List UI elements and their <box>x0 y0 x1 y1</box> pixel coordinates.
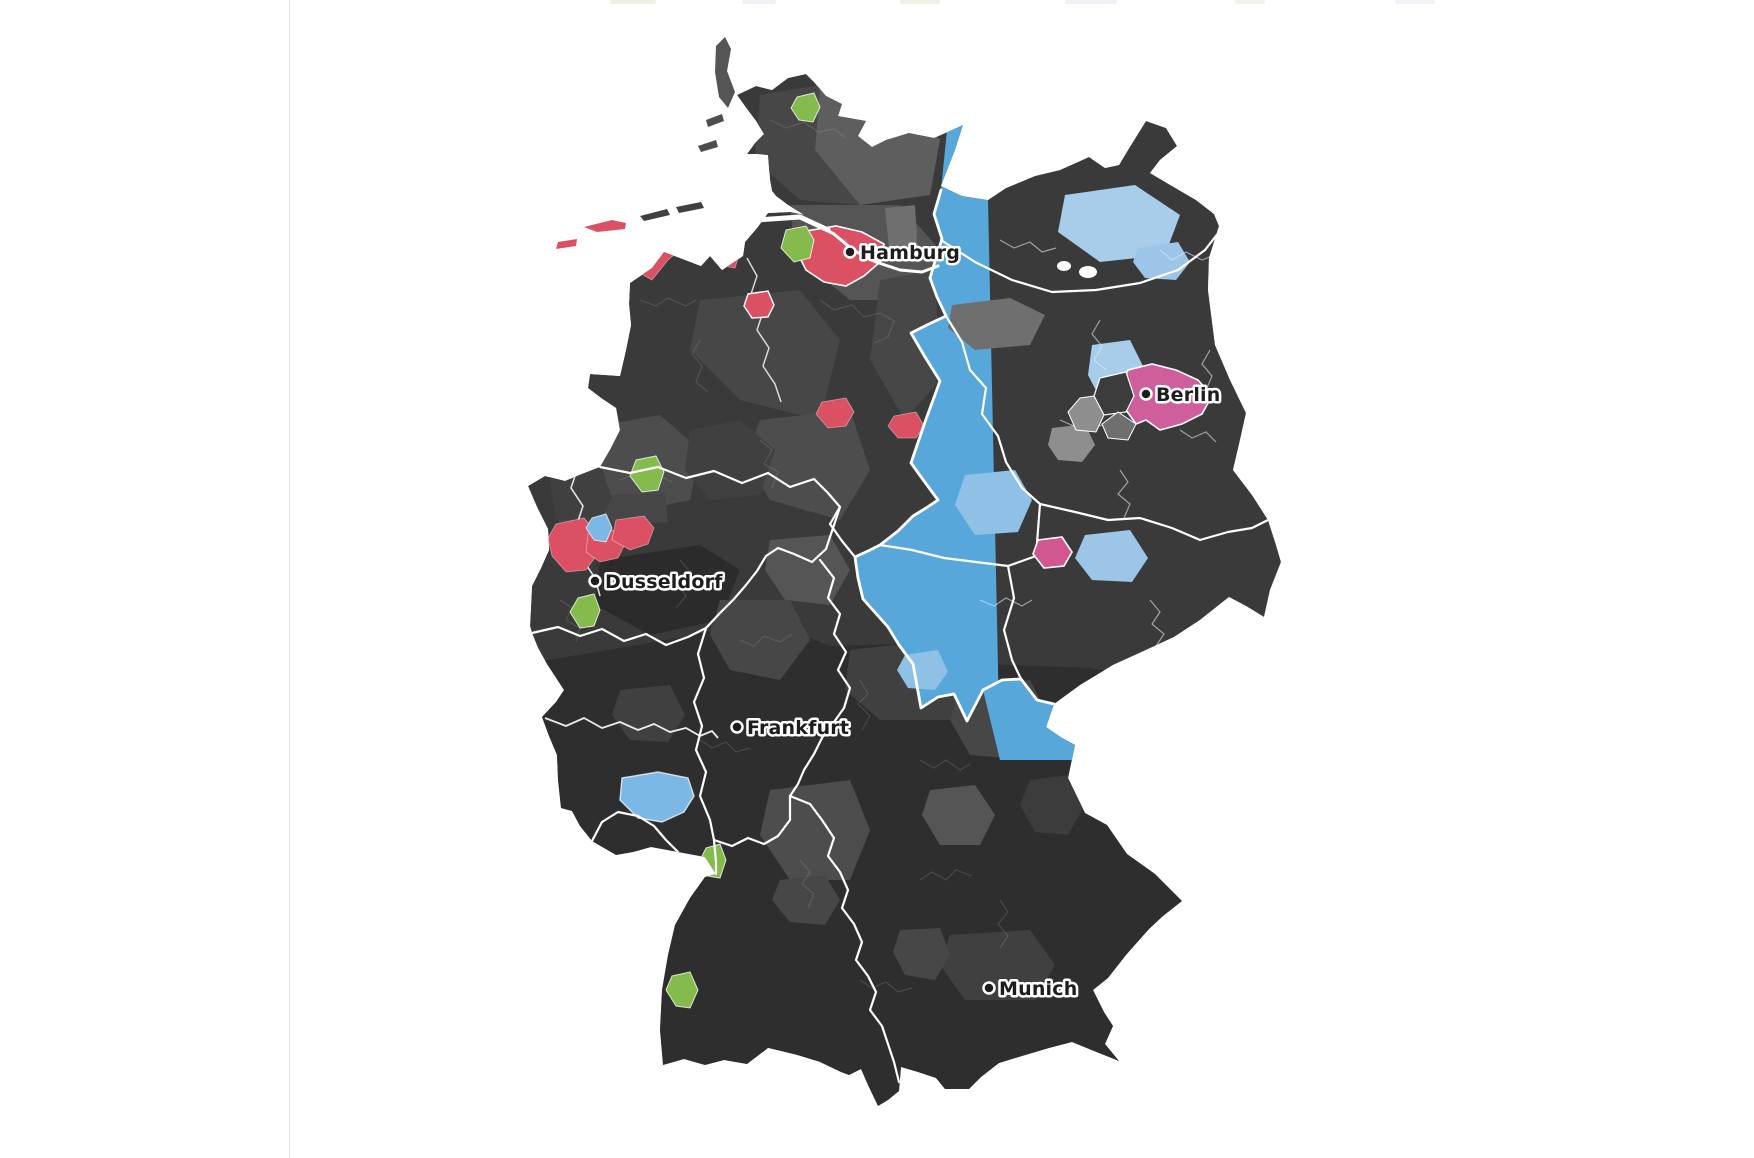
cropped-legend-fragment <box>1235 0 1265 4</box>
constituency-braunschweig <box>887 411 925 439</box>
cropped-legend-fragment <box>1065 0 1117 4</box>
island-red <box>584 220 626 232</box>
island <box>640 209 670 221</box>
constituency-hannover <box>815 397 855 429</box>
constituency-bremerhaven <box>717 235 741 269</box>
city-label-dusseldorf: Dusseldorf <box>605 571 723 593</box>
city-markers: Hamburg Berlin Dusseldorf Frankfurt Muni… <box>588 240 1223 1003</box>
island <box>706 114 724 127</box>
constituency-shade <box>595 545 740 635</box>
city-dot-dusseldorf <box>588 574 602 588</box>
column-divider <box>289 0 290 1158</box>
constituency-halle-pale <box>955 470 1032 535</box>
constituency-shade <box>745 410 870 520</box>
constituency-shade <box>893 928 950 980</box>
city-label-frankfurt: Frankfurt <box>747 717 849 739</box>
island-sylt <box>715 37 735 108</box>
constituency-shade <box>772 875 840 925</box>
island-red <box>556 239 577 249</box>
city-label-hamburg: Hamburg <box>860 242 960 264</box>
constituency-shade <box>755 85 860 205</box>
lake <box>1057 261 1071 271</box>
constituency-flensburg <box>790 92 821 123</box>
berlin-cluster <box>1067 363 1213 441</box>
cropped-legend-fragment <box>1395 0 1435 4</box>
constituency-leipzig-pink <box>1032 536 1073 569</box>
island <box>676 202 704 213</box>
constituency-dresden-pale <box>1075 530 1148 582</box>
city-label-munich: Munich <box>999 978 1077 1000</box>
constituency-shade <box>760 780 870 880</box>
constituency-ruhr-3 <box>611 515 655 551</box>
constituency-berlin-gray2 <box>1101 411 1137 441</box>
lake-constance <box>762 1048 820 1070</box>
constituency-muenster <box>629 455 665 493</box>
city-label-berlin: Berlin <box>1156 384 1221 406</box>
constituency-shade <box>870 270 940 420</box>
constituency-gelsenkirchen <box>585 513 613 543</box>
constituency-east-gray <box>1048 424 1095 462</box>
cropped-legend-fragment <box>900 0 940 4</box>
constituency-kaiserslautern <box>619 771 695 823</box>
cropped-legend-fragment <box>610 0 656 4</box>
city-dot-berlin <box>1139 387 1153 401</box>
city-dot-munich <box>982 981 996 995</box>
lake-mueritz <box>1079 266 1097 278</box>
constituency-bremen <box>743 290 775 319</box>
state-borders <box>530 188 1270 1084</box>
islands <box>556 37 735 249</box>
constituency-shade <box>922 785 995 845</box>
constituency-cologne <box>569 593 601 629</box>
cropped-legend-fragment <box>742 0 776 4</box>
green-constituencies <box>528 92 821 1009</box>
city-dot-frankfurt <box>730 720 744 734</box>
constituency-shade <box>710 600 810 680</box>
constituency-freiburg <box>665 971 699 1009</box>
constituency-shade <box>1020 775 1085 835</box>
constituency-hamburg-green <box>780 225 815 263</box>
constituency-rostock-gray <box>998 122 1062 168</box>
constituency-shade <box>548 462 612 520</box>
constituency-shade <box>885 205 918 258</box>
constituency-shade <box>940 930 1055 1000</box>
constituency-aachen <box>528 627 531 655</box>
constituency-hamburg-red <box>796 225 885 287</box>
constituency-shade <box>690 290 840 420</box>
constituency-havelland-gray <box>948 298 1045 350</box>
constituency-shade <box>612 685 685 742</box>
island <box>698 140 718 152</box>
city-dot-hamburg <box>843 245 857 259</box>
constituency-east-pale <box>1058 185 1180 262</box>
constituency-berlin-gray <box>1067 395 1105 433</box>
constituency-shade <box>765 535 850 605</box>
